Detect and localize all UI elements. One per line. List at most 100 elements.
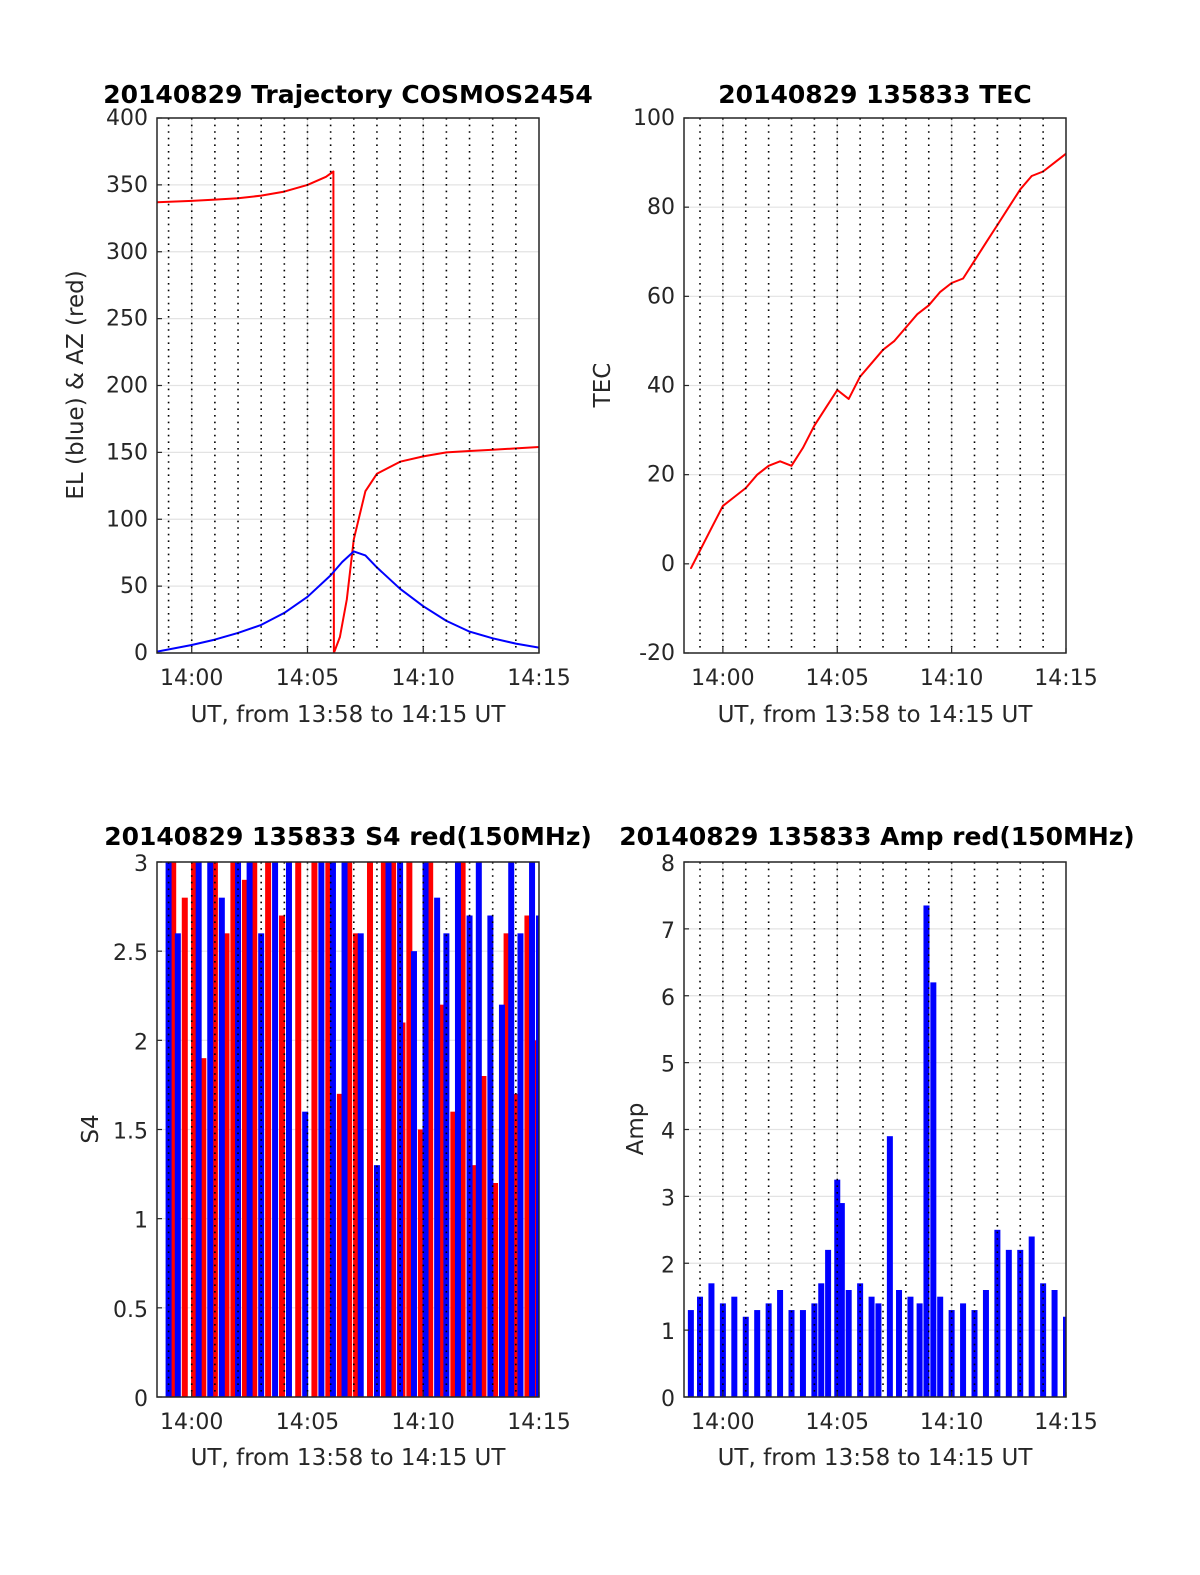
chart2-series-0-bar-14 (336, 1093, 343, 1397)
chart1-series-0-point-26 (985, 242, 987, 244)
chart1-series-0-point-24 (962, 277, 964, 280)
chart0-ytick-label-8: 400 (106, 106, 148, 131)
chart0-series-1-point-1 (190, 644, 193, 646)
chart1-series-0-point-3 (722, 505, 724, 507)
chart1-series-0-point-18 (893, 340, 896, 342)
chart1-series-0-point-12 (825, 406, 827, 409)
chart2-series-1-bar-20 (434, 897, 441, 1397)
chart3-ytick-label-8: 8 (661, 852, 675, 877)
chart3-series-0-bar-29 (971, 1310, 978, 1397)
chart2-series-1-bar-25 (487, 915, 494, 1397)
chart1-series-0-point-22 (939, 291, 941, 293)
chart2-series-0-bar-12 (311, 862, 318, 1397)
chart2-series-1-bar-10 (302, 1111, 309, 1397)
chart2-series-1-bar-6 (246, 862, 253, 1397)
chart2-series-0-bar-32 (524, 915, 531, 1397)
chart2-series-1-bar-16 (385, 862, 392, 1397)
chart3-series-0-bar-36 (1051, 1290, 1058, 1397)
chart3-series-0-bar-30 (982, 1290, 989, 1397)
chart2-series-0-bar-5 (223, 933, 230, 1397)
chart3-series-0-bar-10 (799, 1310, 806, 1397)
chart1-series-0-point-29 (1019, 188, 1022, 191)
chart1-ytick-label-6: 100 (633, 106, 675, 131)
chart2-series-1-bar-7 (258, 933, 265, 1397)
chart1-series-0-point-16 (870, 362, 873, 365)
chart2-series-1-bar-12 (329, 862, 336, 1397)
trajectory-y-axis-label: EL (blue) & AZ (red) (63, 270, 89, 499)
chart0-ytick-label-5: 250 (106, 307, 148, 332)
chart3-ytick-label-2: 2 (661, 1253, 675, 1278)
chart2-xtick-label-2: 14:10 (392, 1410, 455, 1435)
chart0-series-1-point-12 (399, 588, 401, 590)
chart2-series-1-bar-18 (410, 951, 417, 1397)
chart2-series-1-bar-1 (174, 933, 181, 1397)
chart1-xtick-label-2: 14:10 (920, 666, 983, 691)
chart2-series-1-bar-3 (207, 862, 214, 1397)
chart3-series-0-bar-31 (994, 1229, 1001, 1397)
chart2-series-0-bar-8 (251, 862, 258, 1397)
chart1-series-0-point-20 (916, 313, 919, 315)
chart2-series-1-bar-28 (517, 933, 524, 1397)
chart2-series-1-bar-26 (498, 1004, 505, 1397)
chart2-series-1-bar-11 (318, 862, 325, 1397)
tec-y-axis-label: TEC (590, 363, 616, 409)
chart0-xtick-label-1: 14:05 (276, 666, 339, 691)
chart3-series-0-bar-37 (1063, 1316, 1066, 1397)
chart3-series-0-bar-20 (886, 1136, 893, 1397)
trajectory-title: 20140829 Trajectory COSMOS2454 (103, 80, 593, 109)
chart2-series-1-bar-21 (443, 933, 450, 1397)
chart2-series-0-bar-4 (211, 862, 218, 1397)
chart3-series-0-bar-7 (765, 1303, 772, 1397)
chart3-series-0-bar-8 (777, 1290, 784, 1397)
chart1-series-0-point-8 (779, 460, 781, 463)
chart3-series-0-bar-11 (811, 1303, 818, 1397)
tec-x-axis-label: UT, from 13:58 to 14:15 UT (718, 702, 1034, 728)
chart2-series-0-bar-2 (191, 862, 198, 1397)
chart2-series-0-bar-16 (353, 933, 360, 1397)
chart0-series-0-point-10 (339, 636, 341, 638)
chart3-series-0-bar-33 (1017, 1249, 1024, 1397)
chart1-ytick-label-0: -20 (639, 641, 675, 666)
chart2-series-0-bar-22 (417, 1129, 424, 1397)
chart2-series-1-bar-5 (235, 862, 242, 1397)
chart3-series-0-bar-5 (742, 1316, 749, 1397)
chart0-xtick-label-2: 14:10 (392, 666, 455, 691)
chart1-series-0-point-10 (802, 447, 804, 449)
chart3-series-0-bar-14 (834, 1179, 841, 1397)
chart3-ytick-label-3: 3 (661, 1186, 675, 1211)
s4-title: 20140829 135833 S4 red(150MHz) (104, 822, 592, 851)
tec-title: 20140829 135833 TEC (718, 80, 1031, 109)
chart2-xtick-label-3: 14:15 (507, 1410, 570, 1435)
chart0-ytick-label-6: 300 (106, 240, 148, 265)
chart3-xtick-label-1: 14:05 (806, 1410, 869, 1435)
chart0-series-0-line (157, 170, 539, 653)
chart2-series-0-bar-24 (438, 1004, 445, 1397)
chart2-series-0-bar-9 (265, 862, 272, 1397)
chart3-xtick-label-2: 14:10 (920, 1410, 983, 1435)
chart2-series-1-bar-8 (272, 862, 279, 1397)
chart2-ytick-label-4: 2 (134, 1030, 148, 1055)
chart2-series-1-bar-14 (357, 933, 364, 1397)
chart2-series-0-bar-15 (346, 862, 353, 1397)
chart0-ytick-label-1: 50 (120, 574, 148, 599)
chart2-series-1-bar-22 (454, 862, 461, 1397)
chart1-series-0-point-32 (1053, 161, 1056, 164)
chart1-series-0-point-30 (1030, 175, 1033, 177)
chart1-xtick-label-0: 14:00 (691, 666, 754, 691)
s4-x-axis-label: UT, from 13:58 to 14:15 UT (191, 1445, 507, 1471)
chart2-ytick-label-6: 3 (134, 852, 148, 877)
chart3-ytick-label-0: 0 (661, 1387, 675, 1412)
chart2-series-1-bar-13 (341, 862, 348, 1397)
chart3-series-0-bar-25 (930, 982, 937, 1397)
chart2-series-1-bar-17 (397, 862, 404, 1397)
chart3-series-0-bar-26 (937, 1296, 944, 1397)
chart3-series-0-bar-1 (697, 1296, 704, 1397)
chart1-series-0-point-21 (927, 304, 930, 307)
trajectory-panel: 20140829 Trajectory COSMOS2454 UT, from … (63, 80, 593, 728)
chart0-series-1-point-4 (260, 624, 262, 626)
chart0-series-0-point-11 (346, 598, 348, 601)
chart0-series-0-point-4 (260, 194, 262, 197)
chart3-series-0-bar-28 (960, 1303, 967, 1397)
chart2-series-0-bar-25 (450, 1111, 457, 1397)
